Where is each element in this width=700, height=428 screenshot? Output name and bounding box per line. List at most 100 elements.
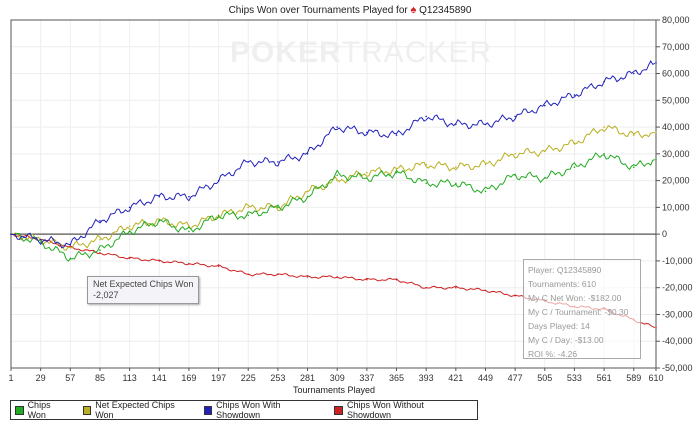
data-point [366,278,368,281]
x-tick-label: 505 [537,373,552,383]
x-tick-label: 561 [597,373,612,383]
y-tick-label: 60,000 [662,69,690,79]
legend-swatch [15,405,24,415]
x-tick-label: 29 [36,373,46,383]
data-point [395,278,398,281]
data-point [455,123,457,126]
data-point [336,174,339,177]
tooltip-value: -2,027 [93,290,119,300]
legend-swatch [334,405,343,415]
data-point [366,171,368,174]
data-point [336,179,339,182]
data-point [99,252,101,254]
data-point [99,238,101,241]
y-tick-label: -30,000 [662,309,693,319]
data-point [188,225,190,227]
x-tick-label: 449 [478,373,493,383]
data-point [217,179,220,182]
x-tick-label: 337 [359,373,374,383]
data-point [366,177,368,179]
y-tick-label: 30,000 [662,149,690,159]
x-tick-label: 393 [419,373,434,383]
data-point [425,115,427,118]
stat-per-tournament: My C / Tournament: -$0.30 [528,307,629,317]
data-point [484,163,487,166]
data-point [69,244,72,246]
data-point [655,158,657,160]
data-point [306,190,309,193]
x-tick-label: 169 [181,373,196,383]
data-point [247,161,250,163]
data-point [247,206,250,209]
data-point [128,230,131,233]
data-point [484,289,487,292]
legend-item-net-expected[interactable]: Net Expected Chips Won [82,400,190,420]
data-point [425,286,427,289]
y-tick-label: -40,000 [662,336,693,346]
data-point [514,153,516,155]
data-point [277,273,279,276]
data-point [277,206,279,209]
data-point [158,195,161,198]
data-point [217,265,220,268]
x-tick-label: 589 [626,373,641,383]
legend-item-without-showdown[interactable]: Chips Won Without Showdown [334,400,463,420]
y-tick-label: 70,000 [662,42,690,52]
data-point [514,174,516,177]
title-text: Chips Won over Tournaments Played for [228,5,408,16]
series-line-chips-won [10,152,656,262]
stat-net-won: My C Net Won: -$182.00 [528,293,622,303]
data-point [366,131,368,134]
y-tick-label: 0 [662,229,667,239]
data-point [336,126,339,128]
data-point [455,166,457,169]
x-tick-label: 421 [448,373,463,383]
x-tick-label: 85 [95,373,105,383]
stat-player: Player: Q12345890 [528,265,602,275]
data-point [69,257,72,260]
data-point [455,182,457,185]
data-point [655,62,657,64]
x-tick-label: 253 [270,373,285,383]
stat-days-played: Days Played: 14 [528,321,590,331]
data-point [247,214,250,217]
series-line-net-expected-chips-won [10,124,655,251]
data-point [514,294,516,297]
x-tick-label: 365 [389,373,404,383]
x-tick-label: 281 [300,373,315,383]
data-point [99,249,101,252]
x-tick-label: 610 [648,373,663,383]
chart-title: Chips Won over Tournaments Played for ♠ … [0,4,700,16]
y-tick-label: 10,000 [662,202,690,212]
data-point [484,123,487,126]
data-point [306,153,309,155]
data-point [425,182,427,185]
data-point [514,115,516,118]
x-tick-label: 1 [8,373,13,383]
data-point [543,150,546,152]
x-tick-label: 57 [65,373,75,383]
legend-item-chips-won[interactable]: Chips Won [15,400,69,420]
data-point [632,166,635,169]
data-point [39,241,42,243]
data-point [247,273,250,276]
y-tick-label: 40,000 [662,122,690,132]
legend-swatch [82,405,92,415]
data-point [10,233,12,235]
y-tick-label: 80,000 [662,15,690,25]
data-point [632,72,635,75]
data-point [455,286,457,289]
data-point [306,276,309,278]
legend-item-with-showdown[interactable]: Chips Won With Showdown [203,400,321,420]
data-point [543,104,546,107]
x-tick-label: 225 [241,373,256,383]
legend-label: Chips Won [27,400,51,420]
y-tick-label: 20,000 [662,176,690,186]
tooltip-series: Net Expected Chips Won [93,279,194,289]
data-point [99,219,101,222]
data-point [158,219,161,222]
legend-label: Net Expected Chips Won [95,400,175,420]
y-tick-label: 50,000 [662,95,690,105]
hover-tooltip: Net Expected Chips Won -2,027 [87,276,200,304]
plot-frame [10,19,657,369]
